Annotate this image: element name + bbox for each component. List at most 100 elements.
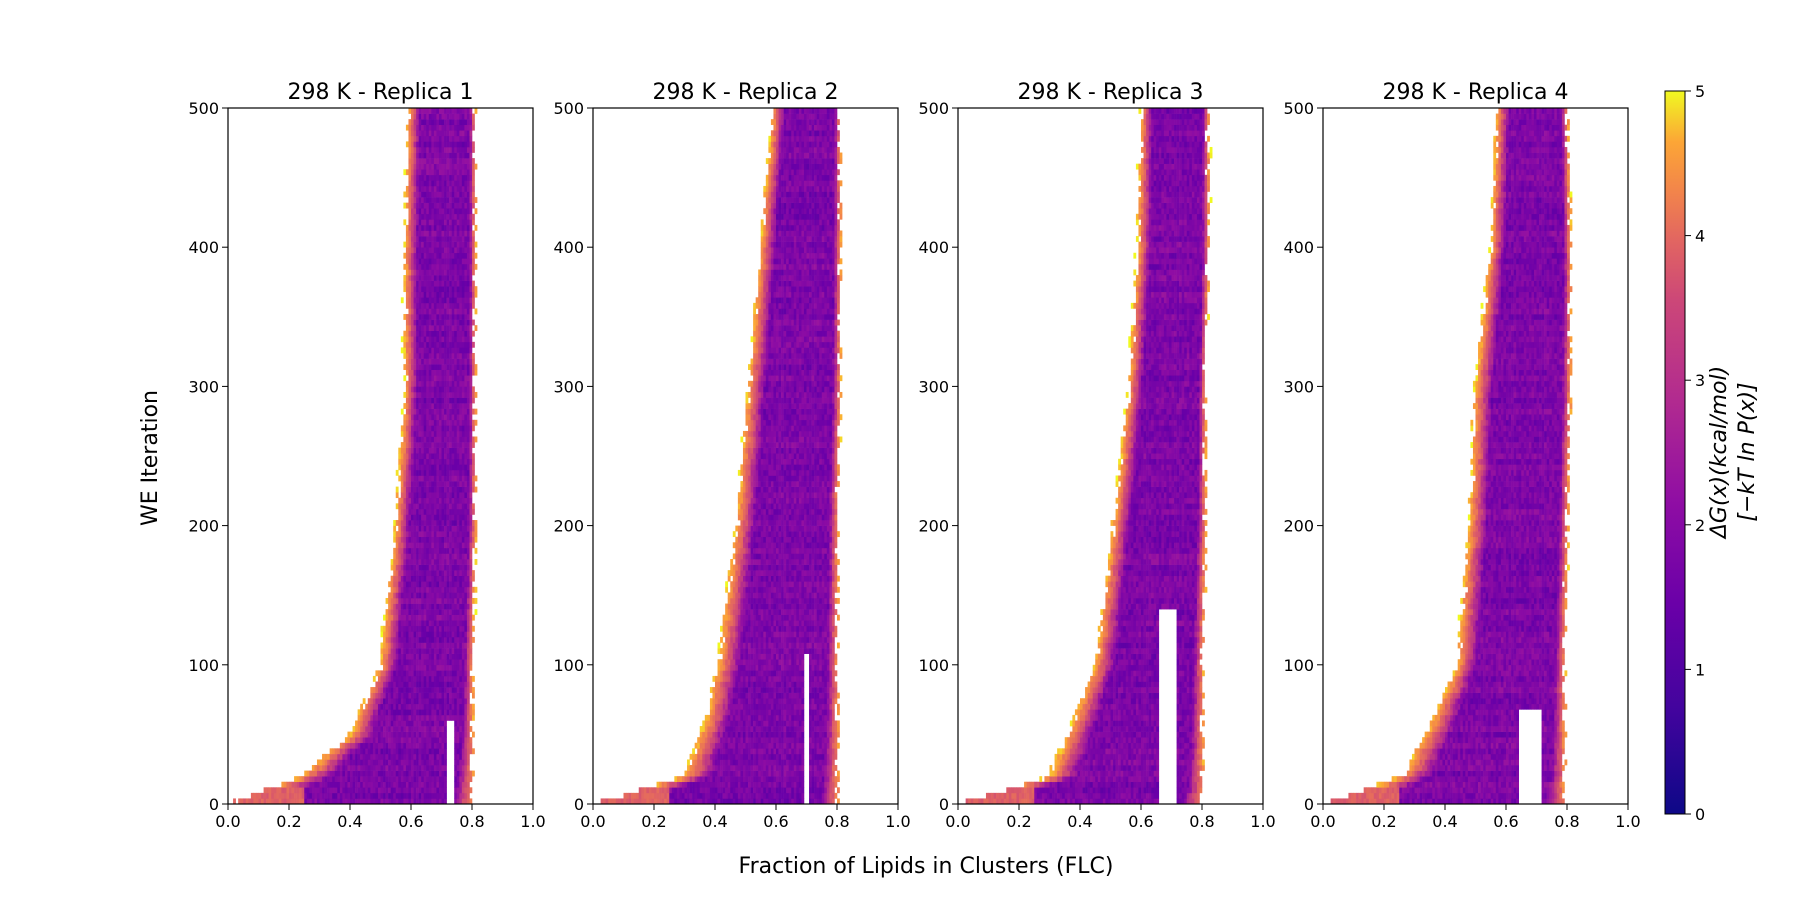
heatmap-cell (431, 732, 434, 738)
heatmap-cell (728, 782, 731, 788)
heatmap-cell (411, 359, 414, 365)
heatmap-cell (424, 403, 427, 409)
heatmap-cell (702, 759, 705, 765)
heatmap-cell (457, 275, 460, 281)
heatmap-cell (391, 581, 394, 587)
heatmap-cell (761, 771, 764, 777)
heatmap-cell (725, 771, 728, 777)
heatmap-cell (431, 219, 434, 225)
heatmap-cell (462, 398, 465, 404)
heatmap-cell (434, 242, 437, 248)
heatmap-cell (449, 481, 452, 487)
heatmap-cell (424, 392, 427, 398)
heatmap-cell (403, 643, 406, 649)
heatmap-cell (459, 437, 462, 443)
heatmap-cell (814, 765, 817, 771)
heatmap-cell (791, 748, 794, 754)
heatmap-cell (464, 637, 467, 643)
y-tick-label: 100 (188, 656, 219, 675)
heatmap-cell (342, 793, 345, 799)
heatmap-cell (733, 754, 736, 760)
heatmap-cell (396, 732, 399, 738)
heatmap-cell (414, 325, 417, 331)
heatmap-cell (707, 743, 710, 749)
heatmap-cell (314, 776, 317, 782)
panel-1: 298 K - Replica 10.0 0.2 0.4 0.6 0.8 1.001002… (188, 80, 545, 831)
heatmap-cell (447, 197, 450, 203)
heatmap-cell (464, 453, 467, 459)
heatmap-cell (812, 782, 815, 788)
heatmap-cell (674, 787, 677, 793)
heatmap-cell (396, 626, 399, 632)
heatmap-cell (439, 776, 442, 782)
heatmap-cell (416, 141, 419, 147)
heatmap-cell (447, 676, 450, 682)
heatmap-cell (393, 531, 396, 537)
heatmap-cell (464, 275, 467, 281)
heatmap-cell (444, 164, 447, 170)
heatmap-cell (464, 665, 467, 671)
heatmap-cell (414, 637, 417, 643)
heatmap-cell (700, 787, 703, 793)
heatmap-cell (812, 765, 815, 771)
heatmap-cell (411, 459, 414, 465)
heatmap-cell (424, 219, 427, 225)
heatmap-cell (452, 587, 455, 593)
heatmap-cell (393, 693, 396, 699)
heatmap-cell (442, 514, 445, 520)
heatmap-cell (396, 737, 399, 743)
heatmap-cell (424, 297, 427, 303)
heatmap-cell (447, 164, 450, 170)
heatmap-cell (416, 548, 419, 554)
heatmap-cell (735, 743, 738, 749)
heatmap-cell (383, 693, 386, 699)
heatmap-cell (414, 732, 417, 738)
heatmap-cell (439, 448, 442, 454)
heatmap-cell (419, 336, 422, 342)
heatmap-cell (454, 682, 457, 688)
heatmap-cell (365, 743, 368, 749)
heatmap-cell (431, 487, 434, 493)
heatmap-cell (434, 520, 437, 526)
heatmap-cell (824, 743, 827, 749)
heatmap-cell (426, 175, 429, 181)
heatmap-cell (462, 136, 465, 142)
heatmap-cell (786, 787, 789, 793)
heatmap-cell (791, 776, 794, 782)
heatmap-cell (411, 576, 414, 582)
heatmap-cell (421, 715, 424, 721)
heatmap-cell (416, 409, 419, 415)
heatmap-cell (396, 720, 399, 726)
heatmap-cell (414, 709, 417, 715)
heatmap-cell (439, 180, 442, 186)
heatmap-cell (467, 186, 470, 192)
heatmap-cell (429, 325, 432, 331)
heatmap-cell (459, 136, 462, 142)
heatmap-cell (829, 771, 832, 777)
heatmap-cell (439, 192, 442, 198)
heatmap-cell (414, 754, 417, 760)
heatmap-cell (322, 771, 325, 777)
heatmap-cell (411, 548, 414, 554)
heatmap-cell (429, 565, 432, 571)
heatmap-cell (436, 553, 439, 559)
heatmap-cell (401, 537, 404, 543)
heatmap-cell (436, 665, 439, 671)
heatmap-cell (436, 303, 439, 309)
heatmap-cell (467, 403, 470, 409)
heatmap-cell (444, 503, 447, 509)
heatmap-cell (439, 704, 442, 710)
heatmap-cell (408, 431, 411, 437)
heatmap-cell (449, 514, 452, 520)
heatmap-cell (748, 748, 751, 754)
heatmap-cell (429, 141, 432, 147)
heatmap-cell (411, 420, 414, 426)
heatmap-cell (401, 520, 404, 526)
heatmap-cell (421, 698, 424, 704)
heatmap-cell (444, 153, 447, 159)
heatmap-cell (472, 409, 475, 415)
heatmap-cell (454, 542, 457, 548)
heatmap-cell (454, 225, 457, 231)
heatmap-cell (431, 459, 434, 465)
heatmap-cell (819, 748, 822, 754)
